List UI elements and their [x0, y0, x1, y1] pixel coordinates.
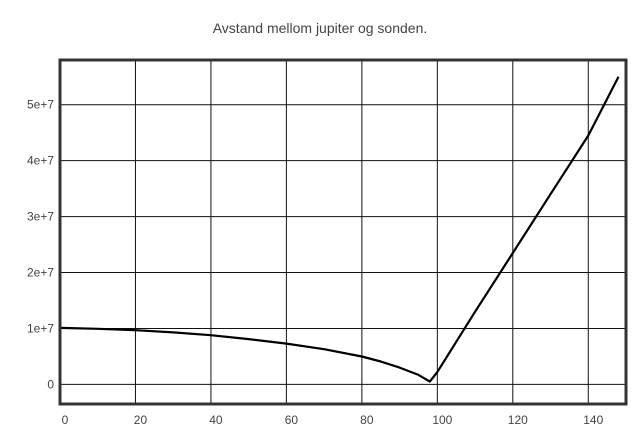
series-layer: [59, 76, 620, 383]
y-tick-label: 2e+7: [27, 266, 54, 280]
x-tick-label: 140: [583, 413, 603, 427]
y-tick-label: 4e+7: [27, 154, 54, 168]
x-tick-label: 60: [285, 413, 299, 427]
series-line: [59, 76, 620, 383]
y-tick-label: 3e+7: [27, 210, 54, 224]
y-tick-label: 1e+7: [27, 321, 54, 335]
x-tick-label: 100: [432, 413, 452, 427]
y-tick-label: 0: [47, 377, 54, 391]
x-tick-label: 0: [62, 413, 69, 427]
gridlines: [60, 60, 626, 404]
x-tick-label: 20: [134, 413, 148, 427]
y-axis-ticks: 0 1e+7 2e+7 3e+7 4e+7 5e+7: [27, 98, 54, 392]
x-tick-label: 120: [508, 413, 528, 427]
x-tick-label: 40: [209, 413, 223, 427]
y-tick-label: 5e+7: [27, 98, 54, 112]
plot-frame: [58, 58, 628, 406]
x-tick-label: 80: [360, 413, 374, 427]
x-axis-ticks: 0 20 40 60 80 100 120 140: [62, 413, 604, 427]
chart-title: Avstand mellom jupiter og sonden.: [213, 20, 428, 36]
